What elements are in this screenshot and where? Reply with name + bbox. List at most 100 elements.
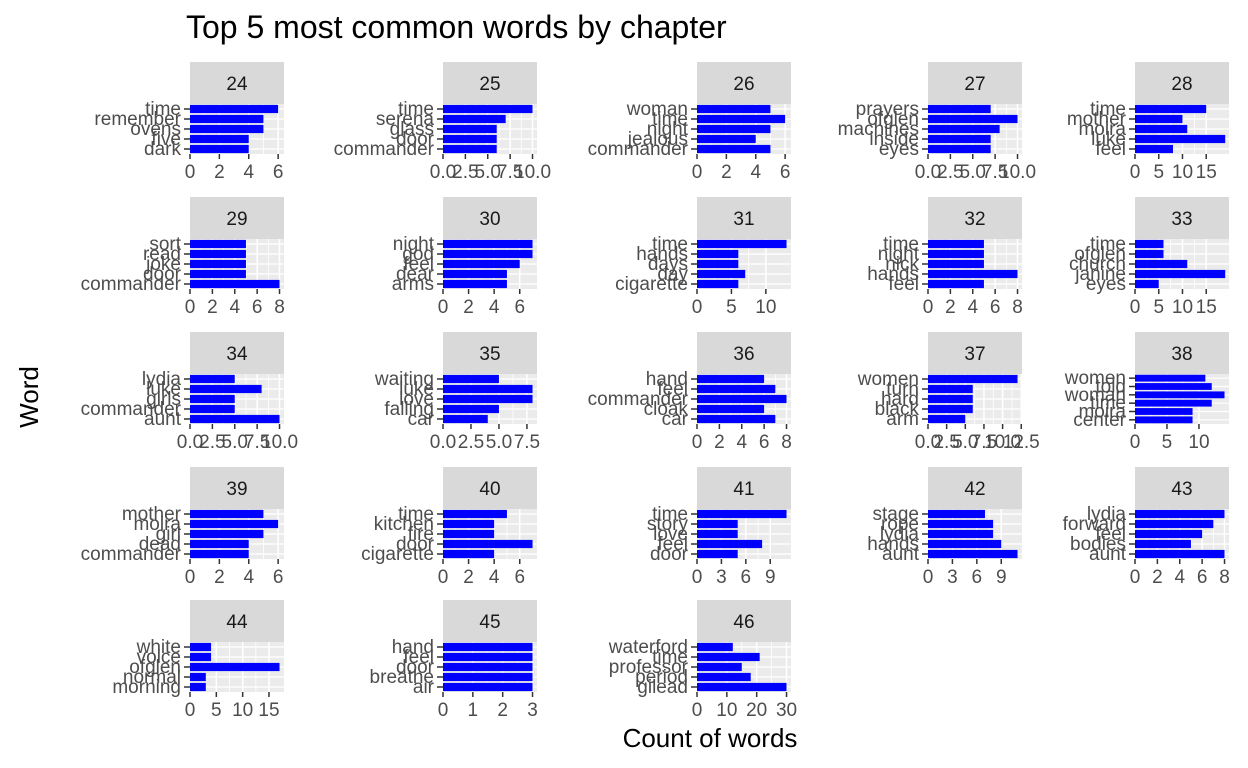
bar-door (697, 549, 738, 559)
y-tick-label: five (151, 129, 181, 150)
bar-ofglen (928, 114, 1018, 124)
bar-story (697, 519, 738, 529)
y-tick-label: commander (588, 389, 689, 410)
x-tick-label: 12.5 (1003, 432, 1040, 453)
x-tick-label: 2 (945, 297, 956, 318)
y-tick-label: janine (1074, 264, 1126, 285)
facet-strip (928, 332, 1022, 374)
bar-door (443, 662, 533, 672)
bar-hand (697, 374, 765, 384)
y-tick-label: joke (145, 254, 181, 275)
facet-strip-label: 27 (964, 74, 985, 95)
x-tick-label: 4 (489, 297, 500, 318)
x-tick-label: 1 (468, 700, 479, 721)
bar-rope (928, 519, 994, 529)
x-tick-label: 5.0 (960, 162, 986, 183)
y-tick-label: feel (657, 534, 688, 555)
y-tick-label: jealous (627, 129, 688, 150)
y-tick-label: period (635, 667, 688, 688)
y-tick-label: door (650, 544, 689, 565)
bar-gilead (697, 682, 787, 692)
bar-day (697, 269, 746, 279)
bar-time (1135, 239, 1164, 249)
x-tick-label: 7.5 (497, 162, 523, 183)
facet-strip (697, 332, 791, 374)
y-tick-label: white (136, 637, 181, 658)
bar-cigarette (443, 549, 495, 559)
facet-strip (443, 600, 537, 642)
y-tick-label: lydia (880, 524, 920, 545)
bar-eyes (928, 144, 991, 154)
bar-hands (697, 249, 739, 259)
bar-dear (443, 269, 507, 279)
x-tick-label: 4 (243, 162, 254, 183)
y-tick-label: time (145, 99, 181, 120)
bar-aunt (928, 549, 1018, 559)
bar-black (928, 404, 973, 414)
x-tick-label: 9 (996, 567, 1007, 588)
bar-kitchen (443, 519, 495, 529)
x-tick-label: 5 (1153, 297, 1164, 318)
y-tick-label: cigarette (361, 544, 434, 565)
facet-strip (190, 62, 284, 104)
x-tick-label: 0.0 (915, 162, 941, 183)
y-tick-label: dear (396, 264, 435, 285)
x-tick-label: 6 (780, 162, 791, 183)
bar-mother (1135, 114, 1183, 124)
y-tick-label: car (662, 409, 689, 430)
y-tick-label: gilead (637, 677, 688, 698)
x-tick-label: 7.5 (514, 432, 540, 453)
x-tick-label: 2 (214, 567, 225, 588)
y-tick-label: church (1069, 254, 1126, 275)
x-tick-label: 10.0 (984, 432, 1021, 453)
bar-women (928, 374, 1018, 384)
y-tick-label: time (883, 234, 919, 255)
y-tick-label: machines (838, 119, 919, 140)
y-tick-label: luke (1091, 129, 1126, 150)
bar-forward (1135, 519, 1214, 529)
facet-panel-37: 37 womenturnhardblackarm0.02.55.07.510.01… (857, 332, 1040, 453)
x-tick-label: 0 (692, 432, 703, 453)
x-tick-label: 2 (463, 297, 474, 318)
bar-breathe (443, 672, 533, 682)
y-axis-title: Word (14, 366, 44, 428)
facet-strip (443, 197, 537, 239)
bar-arms (443, 279, 507, 289)
facet-strip (190, 600, 284, 642)
bar-waiting (443, 374, 499, 384)
bar-commander (190, 549, 249, 559)
y-tick-label: dead (139, 534, 181, 555)
x-tick-label: 7.5 (982, 162, 1008, 183)
y-tick-label: time (398, 99, 434, 120)
x-tick-label: 0 (692, 297, 703, 318)
x-tick-label: 6 (514, 297, 525, 318)
y-tick-label: night (647, 119, 689, 140)
x-tick-label: 10.0 (514, 162, 551, 183)
bar-serena (443, 114, 506, 124)
y-tick-label: waiting (374, 369, 434, 390)
y-tick-label: ofglen (1074, 244, 1126, 265)
bar-god (443, 249, 533, 259)
y-tick-label: story (647, 514, 689, 535)
y-tick-label: cigarette (615, 274, 688, 295)
y-tick-label: ofglen (867, 109, 919, 130)
bar-center (1135, 416, 1193, 424)
y-tick-label: professor (609, 657, 689, 678)
bar-read (190, 249, 246, 259)
bar-commander (697, 394, 787, 404)
y-tick-label: feel (1095, 524, 1126, 545)
bar-love (443, 394, 533, 404)
y-tick-label: center (1073, 410, 1126, 431)
y-tick-label: read (143, 244, 181, 265)
facet-strip (190, 332, 284, 374)
y-tick-label: commander (588, 139, 689, 160)
y-tick-label: woman (1064, 385, 1126, 406)
bar-sort (190, 239, 246, 249)
y-tick-label: love (399, 389, 434, 410)
y-tick-label: door (396, 534, 435, 555)
y-tick-label: mother (1067, 109, 1127, 130)
bar-door (190, 269, 246, 279)
